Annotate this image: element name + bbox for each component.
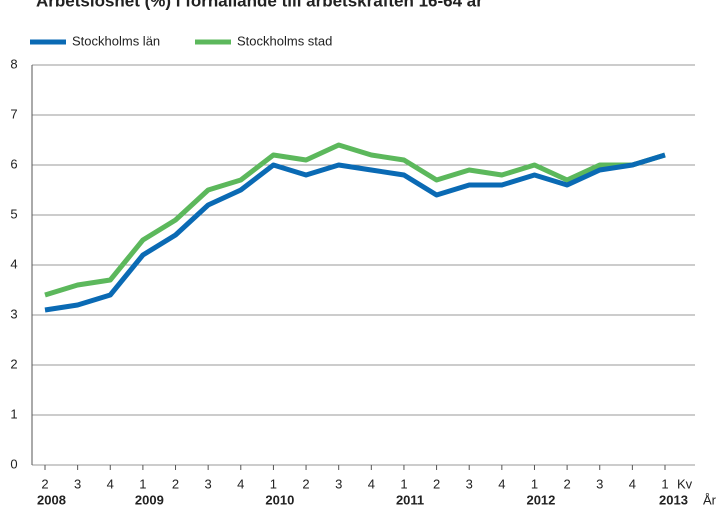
year-axis-label: År	[703, 492, 716, 507]
x-tick-label: 3	[74, 476, 81, 491]
series-line	[44, 152, 666, 313]
x-tick-label: 2	[172, 476, 179, 491]
x-tick-label: 1	[270, 476, 277, 491]
year-label: 2013	[659, 492, 688, 507]
y-tick-label: 6	[10, 156, 17, 171]
y-tick-label: 5	[10, 206, 17, 221]
y-tick-label: 1	[10, 406, 17, 421]
year-label: 2011	[396, 492, 424, 507]
x-tick-label: 4	[107, 476, 114, 491]
y-tick-label: 8	[10, 56, 17, 71]
x-tick-label: 3	[596, 476, 603, 491]
x-tick-label: 4	[368, 476, 375, 491]
x-tick-label: 3	[466, 476, 473, 491]
chart-title: Arbetslöshet (%) i förhållande till arbe…	[36, 0, 483, 10]
year-label: 2012	[526, 492, 555, 507]
x-tick-label: 4	[498, 476, 505, 491]
year-label: 2010	[265, 492, 294, 507]
x-tick-label: 2	[41, 476, 48, 491]
y-tick-label: 7	[10, 106, 17, 121]
x-tick-label: 4	[237, 476, 244, 491]
year-label: 2008	[37, 492, 66, 507]
x-tick-label: 3	[335, 476, 342, 491]
legend-label: Stockholms stad	[237, 33, 332, 48]
x-tick-label: 2	[563, 476, 570, 491]
x-tick-label: 1	[400, 476, 407, 491]
y-tick-label: 0	[10, 456, 17, 471]
y-tick-label: 4	[10, 256, 17, 271]
legend-label: Stockholms län	[72, 33, 160, 48]
y-tick-label: 2	[10, 356, 17, 371]
x-tick-label: 3	[205, 476, 212, 491]
x-tick-label: 4	[629, 476, 636, 491]
x-tick-label: 2	[302, 476, 309, 491]
y-tick-label: 3	[10, 306, 17, 321]
x-tick-label: 1	[531, 476, 538, 491]
year-label: 2009	[135, 492, 164, 507]
series-line	[44, 142, 666, 298]
x-axis-label: Kv	[677, 476, 693, 491]
x-tick-label: 1	[139, 476, 146, 491]
x-tick-label: 1	[661, 476, 668, 491]
x-tick-label: 2	[433, 476, 440, 491]
